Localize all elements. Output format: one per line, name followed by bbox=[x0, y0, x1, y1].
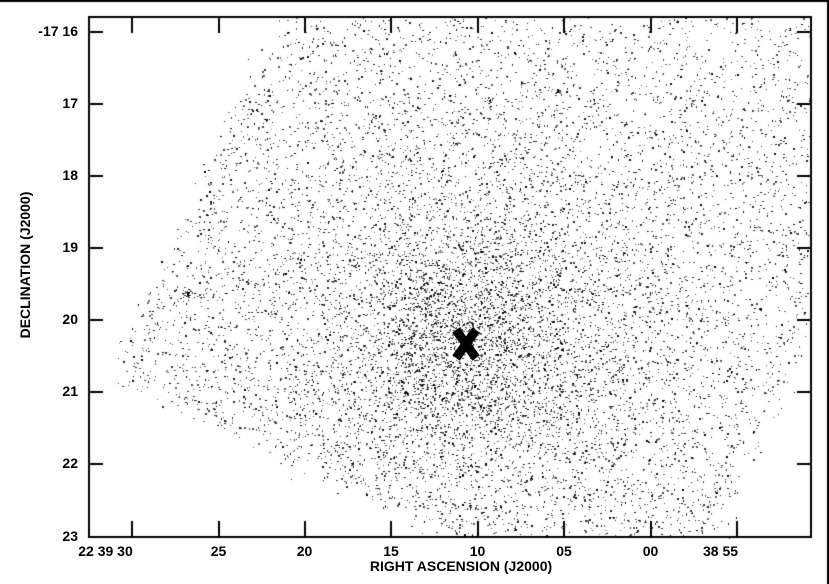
x-tick-label: 22 39 30 bbox=[78, 543, 133, 559]
source-marker-x-icon bbox=[452, 327, 480, 361]
y-tick-label: 22 bbox=[62, 455, 78, 471]
y-tick-label: 23 bbox=[62, 527, 78, 544]
y-tick-label: 19 bbox=[62, 238, 78, 255]
y-axis-title: DECLINATION (J2000) bbox=[17, 191, 33, 339]
y-tick-label: 18 bbox=[62, 166, 78, 183]
x-tick-label: 15 bbox=[383, 543, 399, 559]
y-tick-label: 20 bbox=[62, 310, 78, 327]
x-tick-label: 05 bbox=[556, 543, 572, 559]
y-tick-label: 17 bbox=[62, 94, 78, 111]
x-tick-label: 10 bbox=[469, 543, 486, 559]
x-axis-title: RIGHT ASCENSION (J2000) bbox=[369, 558, 553, 574]
x-tick-label: 38 55 bbox=[702, 543, 739, 559]
x-tick-label: 25 bbox=[210, 543, 227, 559]
x-tick-label: 20 bbox=[296, 543, 313, 559]
x-tick-label: 00 bbox=[642, 543, 659, 559]
y-tick-label: -17 16 bbox=[38, 22, 78, 39]
y-tick-label: 21 bbox=[62, 383, 78, 399]
